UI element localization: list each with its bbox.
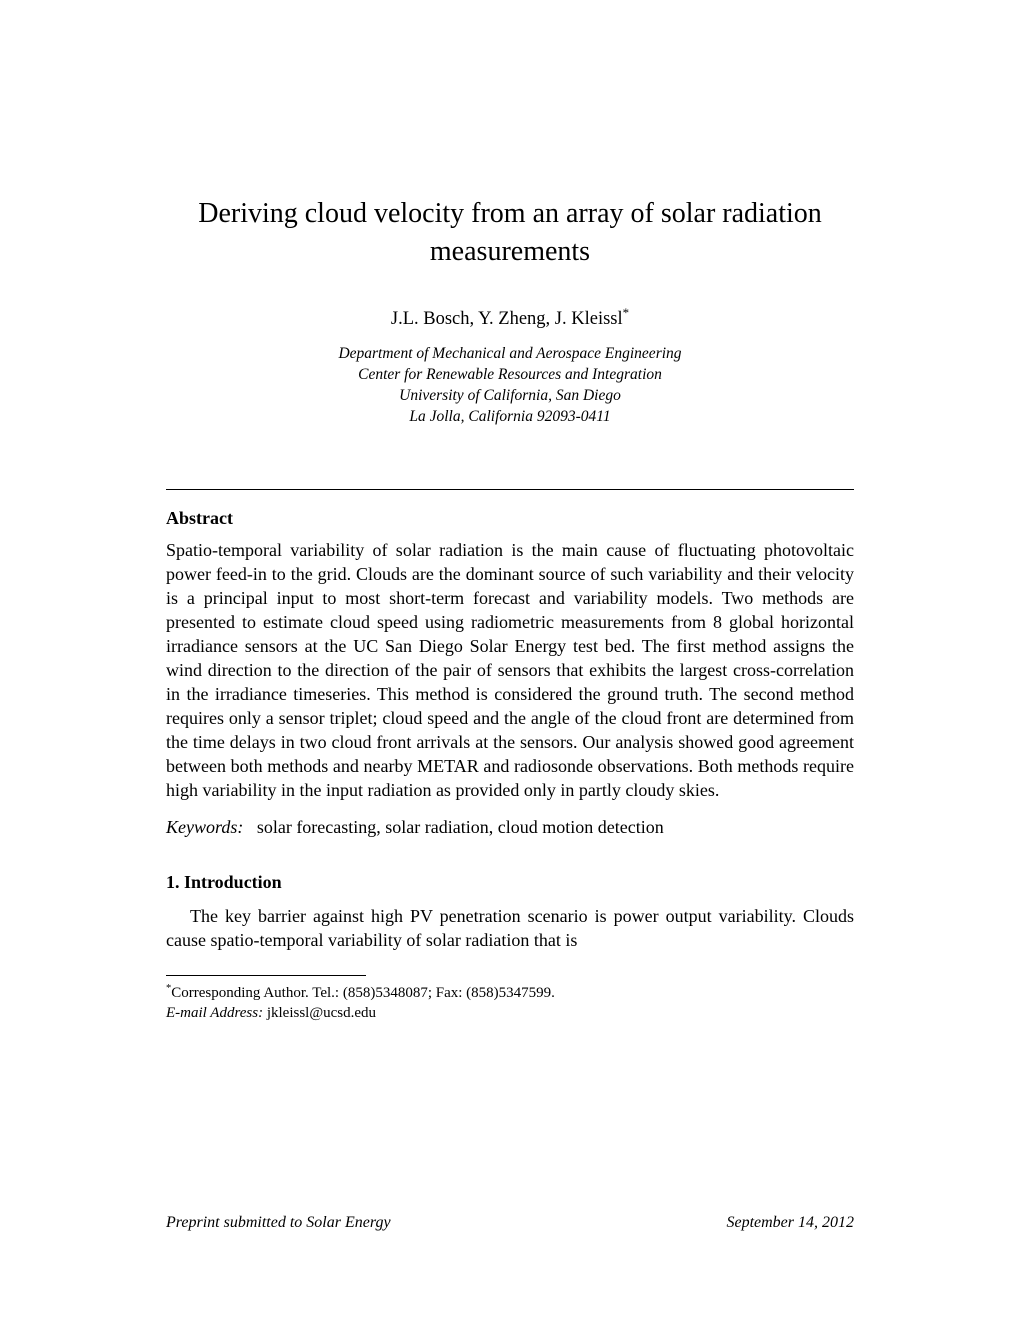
keywords-label: Keywords: xyxy=(166,817,243,837)
footnote-rule xyxy=(166,975,366,976)
affiliation-line: Center for Renewable Resources and Integ… xyxy=(166,365,854,386)
affiliation-line: University of California, San Diego xyxy=(166,386,854,407)
author-footnote-marker: * xyxy=(623,305,629,320)
footer-right: September 14, 2012 xyxy=(726,1214,854,1232)
footnote-line-2: E-mail Address: jkleissl@ucsd.edu xyxy=(166,1003,854,1023)
abstract-rule xyxy=(166,489,854,490)
authors-names: J.L. Bosch, Y. Zheng, J. Kleissl xyxy=(391,309,623,329)
footnote-email-label: E-mail Address: xyxy=(166,1005,263,1021)
paper-page: Deriving cloud velocity from an array of… xyxy=(0,0,1020,1320)
abstract-heading: Abstract xyxy=(166,508,854,529)
section-body: The key barrier against high PV penetrat… xyxy=(166,905,854,953)
abstract-text: Spatio-temporal variability of solar rad… xyxy=(166,539,854,802)
keywords-line: Keywords: solar forecasting, solar radia… xyxy=(166,817,854,838)
footnote-email: jkleissl@ucsd.edu xyxy=(267,1005,376,1021)
authors-line: J.L. Bosch, Y. Zheng, J. Kleissl* xyxy=(166,305,854,330)
affiliation-line: La Jolla, California 92093-0411 xyxy=(166,407,854,428)
section-heading: 1. Introduction xyxy=(166,872,854,893)
footnote-text: Corresponding Author. Tel.: (858)5348087… xyxy=(171,985,555,1001)
affiliation-block: Department of Mechanical and Aerospace E… xyxy=(166,344,854,428)
affiliation-line: Department of Mechanical and Aerospace E… xyxy=(166,344,854,365)
footer-left: Preprint submitted to Solar Energy xyxy=(166,1214,391,1232)
footnote-block: *Corresponding Author. Tel.: (858)534808… xyxy=(166,982,854,1024)
keywords-text: solar forecasting, solar radiation, clou… xyxy=(257,817,664,837)
page-footer: Preprint submitted to Solar Energy Septe… xyxy=(166,1214,854,1232)
paper-title: Deriving cloud velocity from an array of… xyxy=(166,195,854,271)
footnote-line-1: *Corresponding Author. Tel.: (858)534808… xyxy=(166,982,854,1003)
